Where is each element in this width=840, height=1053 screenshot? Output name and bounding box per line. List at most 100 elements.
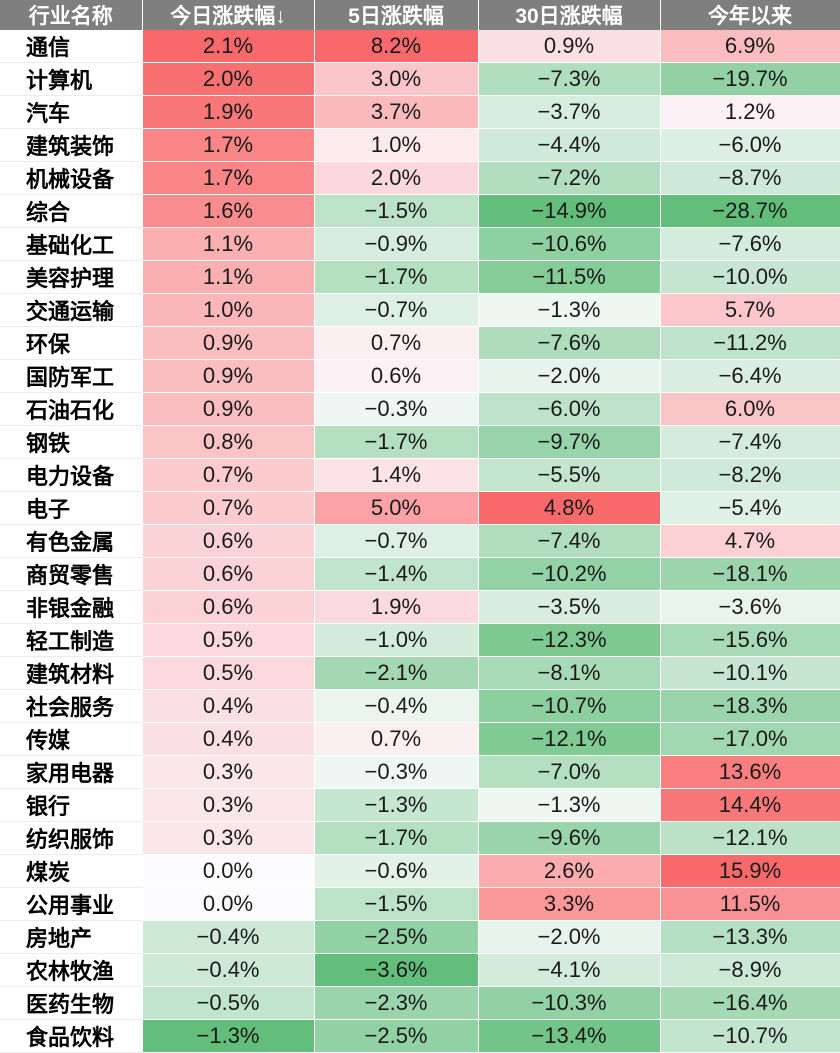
table-row: 医药生物 −0.5% −2.3% −10.3% −16.4% [0,986,840,1020]
ytd-change-cell: −10.1% [660,656,840,690]
industry-name-cell: 计算机 [0,62,143,96]
5day-change-cell: −0.4% [314,689,479,723]
30day-change-cell: −3.5% [478,590,661,624]
industry-name-cell: 美容护理 [0,260,143,294]
industry-name-cell: 有色金属 [0,524,143,558]
30day-change-cell: −12.1% [478,722,661,756]
table-row: 轻工制造 0.5% −1.0% −12.3% −15.6% [0,623,840,657]
5day-change-cell: −1.5% [314,887,479,921]
table-row: 有色金属 0.6% −0.7% −7.4% 4.7% [0,524,840,558]
30day-change-cell: −2.0% [478,359,661,393]
5day-change-cell: −0.7% [314,293,479,327]
today-change-cell: 0.4% [142,689,315,723]
ytd-change-cell: 5.7% [660,293,840,327]
30day-change-cell: −2.0% [478,920,661,954]
30day-change-cell: −10.6% [478,227,661,261]
ytd-change-cell: −3.6% [660,590,840,624]
table-row: 传媒 0.4% 0.7% −12.1% −17.0% [0,722,840,756]
table-row: 通信 2.1% 8.2% 0.9% 6.9% [0,30,840,63]
industry-name-cell: 汽车 [0,95,143,129]
table-row: 银行 0.3% −1.3% −1.3% 14.4% [0,788,840,822]
5day-change-cell: −1.4% [314,557,479,591]
today-change-cell: 0.4% [142,722,315,756]
industry-name-cell: 银行 [0,788,143,822]
ytd-change-cell: −16.4% [660,986,840,1020]
table-row: 基础化工 1.1% −0.9% −10.6% −7.6% [0,227,840,261]
today-change-cell: 0.6% [142,590,315,624]
industry-name-cell: 机械设备 [0,161,143,195]
today-change-cell: 0.6% [142,557,315,591]
industry-name-cell: 国防军工 [0,359,143,393]
30day-change-cell: −10.7% [478,689,661,723]
today-change-cell: −0.5% [142,986,315,1020]
header-ytd-change[interactable]: 今年以来 [660,0,840,30]
30day-change-cell: −11.5% [478,260,661,294]
today-change-cell: 0.8% [142,425,315,459]
today-change-cell: 0.3% [142,755,315,789]
5day-change-cell: −3.6% [314,953,479,987]
industry-name-cell: 煤炭 [0,854,143,888]
today-change-cell: 0.6% [142,524,315,558]
5day-change-cell: 1.0% [314,128,479,162]
industry-name-cell: 社会服务 [0,689,143,723]
today-change-cell: 0.7% [142,491,315,525]
table-row: 家用电器 0.3% −0.3% −7.0% 13.6% [0,755,840,789]
ytd-change-cell: −11.2% [660,326,840,360]
5day-change-cell: −1.7% [314,425,479,459]
ytd-change-cell: −15.6% [660,623,840,657]
30day-change-cell: −6.0% [478,392,661,426]
30day-change-cell: −7.4% [478,524,661,558]
table-row: 食品饮料 −1.3% −2.5% −13.4% −10.7% [0,1019,840,1053]
table-row: 石油石化 0.9% −0.3% −6.0% 6.0% [0,392,840,426]
5day-change-cell: −0.3% [314,392,479,426]
table-row: 综合 1.6% −1.5% −14.9% −28.7% [0,194,840,228]
5day-change-cell: −2.5% [314,920,479,954]
ytd-change-cell: −10.7% [660,1019,840,1053]
ytd-change-cell: −13.3% [660,920,840,954]
ytd-change-cell: −8.9% [660,953,840,987]
5day-change-cell: 2.0% [314,161,479,195]
industry-name-cell: 纺织服饰 [0,821,143,855]
ytd-change-cell: −8.2% [660,458,840,492]
header-5day-change[interactable]: 5日涨跌幅 [314,0,479,30]
today-change-cell: 2.0% [142,62,315,96]
30day-change-cell: −8.1% [478,656,661,690]
industry-name-cell: 传媒 [0,722,143,756]
ytd-change-cell: 14.4% [660,788,840,822]
ytd-change-cell: −7.4% [660,425,840,459]
today-change-cell: 0.7% [142,458,315,492]
industry-name-cell: 轻工制造 [0,623,143,657]
today-change-cell: 1.1% [142,260,315,294]
table-row: 农林牧渔 −0.4% −3.6% −4.1% −8.9% [0,953,840,987]
header-today-change[interactable]: 今日涨跌幅↓ [142,0,315,30]
5day-change-cell: −2.5% [314,1019,479,1053]
5day-change-cell: −1.3% [314,788,479,822]
5day-change-cell: 5.0% [314,491,479,525]
30day-change-cell: −7.6% [478,326,661,360]
industry-name-cell: 建筑材料 [0,656,143,690]
table-row: 美容护理 1.1% −1.7% −11.5% −10.0% [0,260,840,294]
industry-name-cell: 建筑装饰 [0,128,143,162]
30day-change-cell: −5.5% [478,458,661,492]
table-row: 公用事业 0.0% −1.5% 3.3% 11.5% [0,887,840,921]
table-row: 建筑装饰 1.7% 1.0% −4.4% −6.0% [0,128,840,162]
industry-name-cell: 钢铁 [0,425,143,459]
table-row: 国防军工 0.9% 0.6% −2.0% −6.4% [0,359,840,393]
industry-name-cell: 石油石化 [0,392,143,426]
table-row: 非银金融 0.6% 1.9% −3.5% −3.6% [0,590,840,624]
today-change-cell: 1.7% [142,161,315,195]
ytd-change-cell: 11.5% [660,887,840,921]
table-row: 电力设备 0.7% 1.4% −5.5% −8.2% [0,458,840,492]
30day-change-cell: 4.8% [478,491,661,525]
ytd-change-cell: −18.3% [660,689,840,723]
header-30day-change[interactable]: 30日涨跌幅 [478,0,661,30]
industry-name-cell: 基础化工 [0,227,143,261]
5day-change-cell: 0.7% [314,326,479,360]
30day-change-cell: 0.9% [478,30,661,63]
table-row: 汽车 1.9% 3.7% −3.7% 1.2% [0,95,840,129]
5day-change-cell: −0.7% [314,524,479,558]
industry-name-cell: 食品饮料 [0,1019,143,1053]
table-row: 交通运输 1.0% −0.7% −1.3% 5.7% [0,293,840,327]
table-row: 环保 0.9% 0.7% −7.6% −11.2% [0,326,840,360]
30day-change-cell: 3.3% [478,887,661,921]
